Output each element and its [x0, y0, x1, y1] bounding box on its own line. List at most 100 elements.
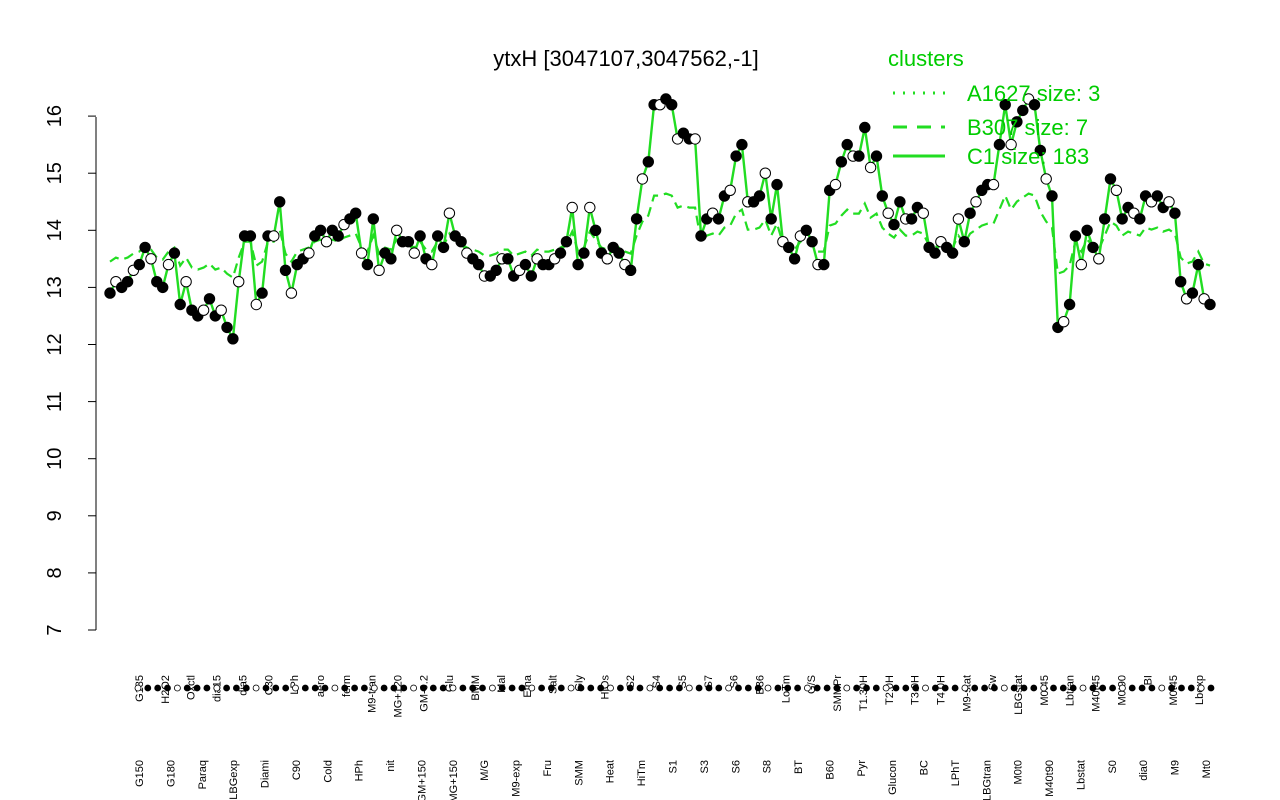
rug-marker: [223, 684, 231, 692]
data-point: [888, 218, 900, 231]
rug-marker: [479, 684, 486, 692]
rug-marker: [656, 684, 664, 692]
data-point: [443, 207, 456, 219]
data-point: [1169, 207, 1181, 219]
data-point: [1075, 258, 1088, 271]
data-point: [203, 293, 216, 305]
rug-marker: [183, 684, 191, 692]
rug-marker: [528, 684, 536, 692]
rug-marker: [764, 684, 772, 692]
rug-marker: [695, 684, 703, 692]
x-tick-label: MG+150: [448, 760, 460, 800]
rug-marker: [1069, 684, 1077, 692]
data-point: [689, 133, 701, 145]
x-tick-label: Lbtran: [1065, 675, 1077, 706]
rug-marker: [922, 684, 929, 692]
x-tick-label: SMM: [573, 760, 585, 786]
data-point: [1028, 99, 1041, 111]
data-point: [268, 230, 280, 242]
x-tick-label: S0: [1107, 760, 1119, 773]
data-point: [1204, 298, 1216, 311]
y-axis-ticks: 7 8 9 10 11 12 13 14 15 16: [44, 105, 96, 636]
data-point: [432, 230, 444, 242]
rug-marker: [400, 684, 408, 692]
rug-marker: [164, 684, 171, 692]
data-point: [829, 178, 842, 191]
data-point: [952, 213, 965, 225]
rug-marker: [420, 684, 427, 692]
data-point: [320, 236, 333, 248]
data-point: [589, 224, 602, 237]
rug-marker: [1089, 684, 1097, 692]
data-point: [841, 138, 853, 151]
data-point: [1063, 298, 1076, 311]
rug-marker: [548, 684, 555, 692]
rug-marker: [981, 684, 988, 692]
x-tick-label: T2.0H: [884, 675, 896, 705]
data-point: [630, 213, 643, 225]
x-tick-label: M9-stat: [961, 675, 973, 712]
series-line-b307: [109, 192, 1211, 280]
rug-marker: [331, 684, 339, 692]
data-point: [1087, 241, 1099, 254]
data-point: [666, 99, 678, 111]
data-point: [835, 156, 848, 168]
data-point: [1011, 116, 1023, 128]
data-point: [929, 247, 941, 259]
x-tick-label: Cold: [322, 760, 334, 783]
x-tick-label: S6: [730, 760, 742, 773]
data-point: [1069, 230, 1082, 242]
rug-marker: [1010, 684, 1018, 692]
data-point: [1017, 104, 1029, 117]
rug-marker: [1168, 684, 1175, 692]
data-point: [519, 258, 532, 271]
rug-marker: [833, 684, 841, 692]
rug-marker: [735, 684, 742, 692]
rug-marker: [597, 684, 605, 692]
data-point: [894, 196, 906, 208]
rug-marker: [1079, 684, 1087, 692]
rug-marker: [843, 684, 851, 692]
rug-marker: [1197, 684, 1205, 692]
y-tick-label: 16: [44, 105, 66, 127]
data-point: [987, 178, 1000, 191]
x-tick-label: Fru: [542, 760, 554, 777]
x-tick-label: GM-0.2: [418, 675, 430, 712]
data-point: [566, 201, 578, 214]
x-tick-label: dia0: [1138, 760, 1150, 781]
rug-marker: [882, 684, 890, 692]
rug-marker: [646, 684, 654, 692]
rug-marker: [538, 684, 545, 692]
data-point: [917, 207, 929, 219]
rug-marker: [429, 684, 437, 692]
x-tick-label: BC: [919, 760, 931, 775]
rug-marker: [1020, 684, 1028, 692]
rug-marker: [1030, 684, 1038, 692]
rug-marker: [607, 684, 614, 692]
data-point: [800, 224, 812, 237]
x-tick-label: M/G: [479, 760, 491, 781]
rug-marker: [636, 684, 644, 692]
data-point: [946, 247, 959, 259]
y-tick-label: 13: [44, 276, 66, 298]
data-point: [145, 253, 157, 265]
data-point: [572, 258, 584, 271]
data-point: [1175, 276, 1187, 288]
data-point: [180, 276, 192, 288]
rug-marker: [360, 684, 368, 692]
data-point: [472, 258, 485, 271]
data-point: [414, 230, 426, 242]
rug-marker: [1040, 684, 1048, 692]
rug-marker: [853, 684, 860, 692]
rug-marker: [666, 684, 673, 692]
rug-marker: [321, 684, 329, 692]
rug-marker: [203, 684, 211, 692]
rug-marker: [971, 684, 979, 692]
rug-marker: [754, 684, 762, 692]
data-point: [361, 258, 374, 271]
x-tick-label: LBGtran: [981, 760, 993, 800]
rug-marker: [774, 684, 782, 692]
data-point: [157, 281, 169, 294]
data-point: [1005, 138, 1017, 151]
x-tick-label: Lbstat: [1076, 760, 1088, 790]
